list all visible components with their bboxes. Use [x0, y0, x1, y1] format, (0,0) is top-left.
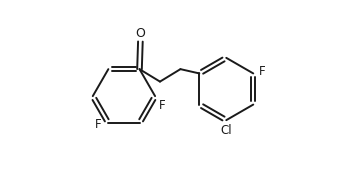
- Text: F: F: [258, 65, 265, 78]
- Text: O: O: [135, 27, 145, 40]
- Text: Cl: Cl: [220, 124, 232, 137]
- Text: F: F: [158, 99, 165, 112]
- Text: F: F: [95, 118, 102, 131]
